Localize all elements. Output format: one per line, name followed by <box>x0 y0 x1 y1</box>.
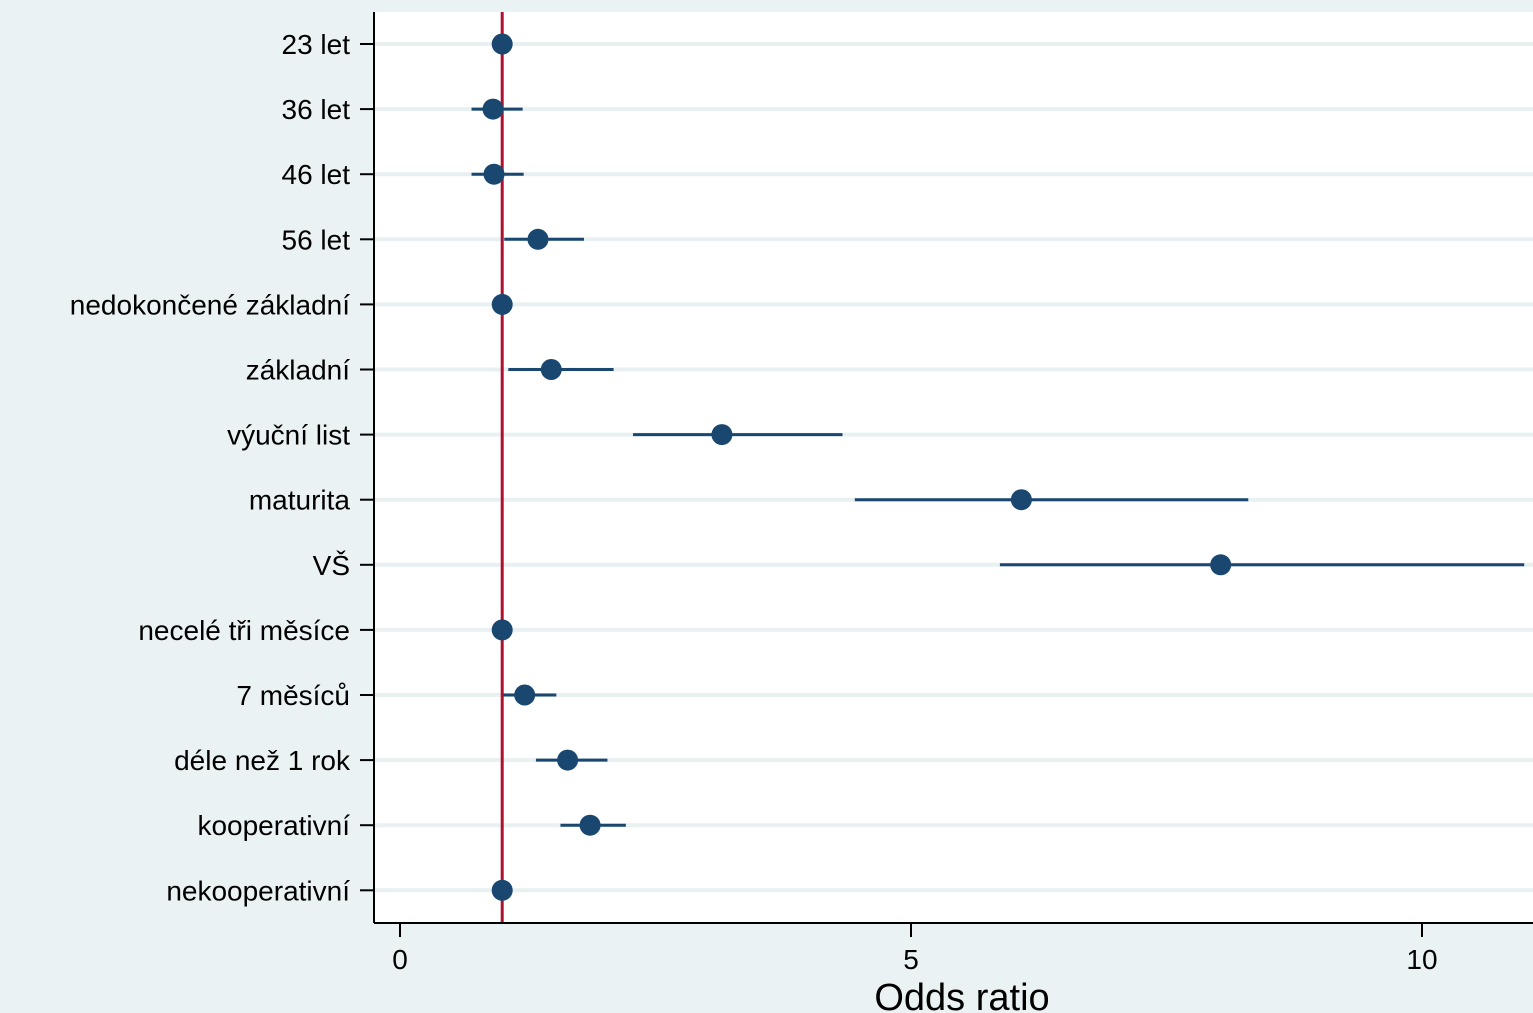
data-point <box>711 424 732 445</box>
x-axis-title: Odds ratio <box>874 977 1049 1013</box>
y-tick-label: maturita <box>249 485 351 516</box>
y-tick-label: kooperativní <box>197 810 350 841</box>
data-point <box>484 164 505 185</box>
y-tick-label: déle než 1 rok <box>174 745 351 776</box>
data-point <box>492 880 513 901</box>
y-tick-label: necelé tři měsíce <box>138 615 350 646</box>
data-point <box>527 229 548 250</box>
y-tick-label: 46 let <box>282 159 351 190</box>
y-tick-label: 36 let <box>282 94 351 125</box>
data-point <box>557 750 578 771</box>
data-point <box>492 619 513 640</box>
y-tick-label: nekooperativní <box>166 875 350 906</box>
data-point <box>492 294 513 315</box>
y-tick-label: výuční list <box>227 420 350 451</box>
data-point <box>483 99 504 120</box>
data-point <box>541 359 562 380</box>
data-point <box>1011 489 1032 510</box>
data-point <box>492 34 513 55</box>
plot-area <box>374 12 1533 923</box>
x-tick-label: 5 <box>903 944 919 975</box>
data-point <box>580 815 601 836</box>
y-tick-label: 56 let <box>282 224 351 255</box>
x-axis: 0 5 10 <box>374 923 1533 975</box>
y-tick-label: VŠ <box>313 550 350 581</box>
data-point <box>514 685 535 706</box>
y-tick-label: 23 let <box>282 29 351 60</box>
x-tick-label: 0 <box>392 944 408 975</box>
data-point <box>1210 554 1231 575</box>
y-axis: 23 let 36 let 46 let 56 let nedokončené zákl… <box>70 12 374 923</box>
y-tick-label: 7 měsíců <box>236 680 350 711</box>
y-tick-label: nedokončené základní <box>70 289 350 320</box>
y-tick-label: základní <box>246 355 351 386</box>
x-tick-label: 10 <box>1406 944 1437 975</box>
